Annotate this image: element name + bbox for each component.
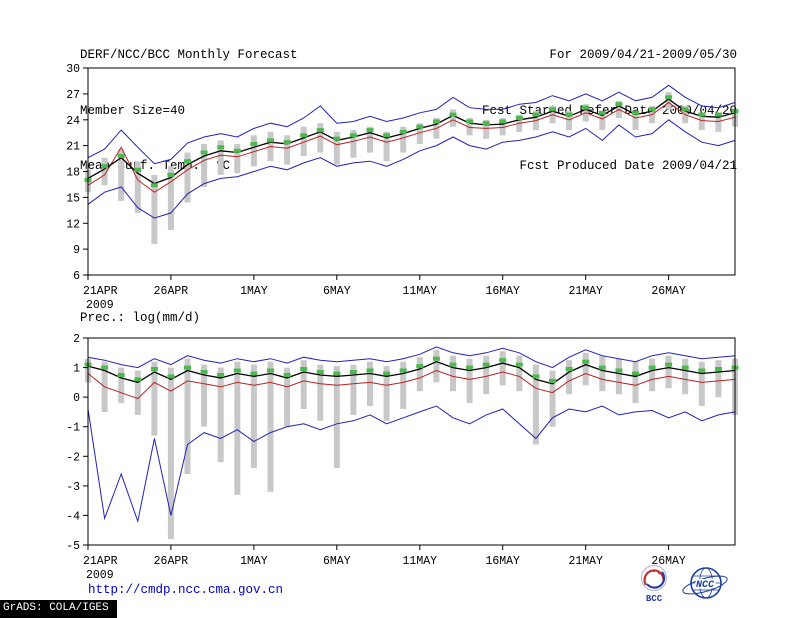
series-control-run <box>87 101 736 193</box>
y-axis-tick-label: -1 <box>66 422 80 435</box>
x-axis-tick-label: 6MAY <box>323 285 351 298</box>
x-axis-year-label: 2009 <box>86 569 114 580</box>
series-ensemble-mean <box>87 98 736 185</box>
series-ensemble-min <box>87 405 736 524</box>
footer-logos: BCC NCC <box>636 564 730 604</box>
series-ensemble-min <box>87 119 736 219</box>
series-ensemble-max <box>87 84 736 165</box>
y-axis-tick-label: 9 <box>73 244 80 257</box>
bcc-star-icon <box>658 572 660 574</box>
y-axis-tick-label: 30 <box>66 63 80 76</box>
footer-url-link[interactable]: http://cmdp.ncc.cma.gov.cn <box>88 583 284 597</box>
y-axis-tick-label: 15 <box>66 192 80 205</box>
x-axis-year-label: 2009 <box>86 299 114 310</box>
x-axis-tick-label: 21MAY <box>568 285 603 298</box>
ncc-logo: NCC <box>682 567 728 599</box>
x-axis-tick-label: 6MAY <box>323 555 351 568</box>
y-axis-tick-label: 21 <box>66 141 80 154</box>
y-axis-tick-label: -5 <box>66 540 80 553</box>
x-axis-tick-label: 1MAY <box>240 285 268 298</box>
page-title: DERF/NCC/BCC Monthly Forecast <box>80 48 298 62</box>
series-control-run <box>87 369 736 400</box>
bcc-logo: BCC <box>641 565 667 604</box>
series-ensemble-median <box>84 95 739 188</box>
y-axis-tick-label: -4 <box>66 510 80 523</box>
x-axis-tick-label: 21APR <box>83 555 118 568</box>
series-ensemble-max <box>87 346 736 369</box>
forecast-range-label: For 2009/04/21-2009/05/30 <box>549 48 737 62</box>
grads-credit: GrADS: COLA/IGES <box>0 600 117 618</box>
x-axis-tick-label: 26APR <box>154 285 189 298</box>
y-axis-tick-label: 0 <box>73 392 80 405</box>
y-axis-tick-label: 2 <box>73 333 80 346</box>
produced-date-label: Fcst Produced Date 2009/04/21 <box>519 159 737 173</box>
y-axis-tick-label: 24 <box>66 115 80 128</box>
x-axis-tick-label: 11MAY <box>403 285 438 298</box>
ensemble-spread-bars <box>85 349 738 540</box>
y-axis-tick-label: -2 <box>66 451 80 464</box>
member-size-label: Member Size=40 <box>80 103 186 118</box>
x-axis-tick-label: 16MAY <box>485 285 520 298</box>
series-ensemble-median <box>84 356 739 383</box>
x-axis-tick-label: 16MAY <box>485 555 520 568</box>
bcc-logo-label: BCC <box>646 594 663 604</box>
x-axis-tick-label: 21APR <box>83 285 118 298</box>
y-axis-tick-label: -3 <box>66 481 80 494</box>
y-axis-tick-label: 12 <box>66 218 80 231</box>
y-axis-tick-label: 18 <box>66 167 80 180</box>
bcc-star-icon <box>652 569 656 573</box>
y-axis-tick-label: 6 <box>73 270 80 283</box>
series-ensemble-mean <box>87 361 736 385</box>
y-axis-tick-label: 27 <box>66 89 80 102</box>
x-axis-tick-label: 11MAY <box>403 555 438 568</box>
y-axis-tick-label: 1 <box>73 363 80 376</box>
plot-frame <box>87 337 736 546</box>
x-axis-tick-label: 1MAY <box>240 555 268 568</box>
precip-chart-title: Prec.: log(mm/d) <box>80 311 201 325</box>
x-axis-tick-label: 26APR <box>154 555 189 568</box>
x-axis-tick-label: 26MAY <box>651 555 686 568</box>
x-axis-tick-label: 26MAY <box>651 285 686 298</box>
ncc-logo-label: NCC <box>696 580 714 591</box>
x-axis-tick-label: 21MAY <box>568 555 603 568</box>
